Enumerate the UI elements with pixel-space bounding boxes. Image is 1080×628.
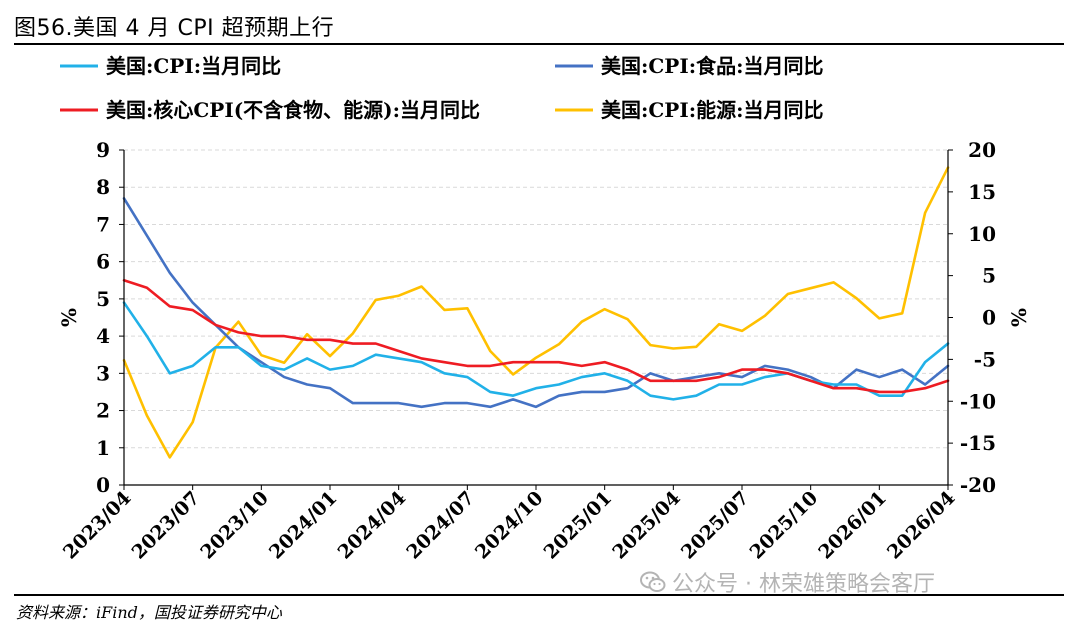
legend-label: 美国:CPI:当月同比	[106, 54, 281, 78]
right-tick-label: -15	[960, 431, 996, 455]
right-tick-label: 0	[982, 306, 996, 330]
x-tick-label: 2025/01	[540, 487, 617, 564]
x-tick-label: 2023/04	[59, 487, 136, 564]
right-tick-label: 5	[982, 264, 996, 288]
right-tick-label: 20	[968, 138, 996, 162]
watermark: 公众号 · 林荣雄策略会客厅	[640, 566, 935, 599]
legend: 美国:CPI:当月同比 美国:CPI:食品:当月同比美国:核心CPI(不含食物、能…	[60, 54, 823, 122]
left-tick-label: 5	[96, 287, 110, 311]
x-tick-label: 2023/10	[196, 487, 273, 564]
legend-label: 美国:核心CPI(不含食物、能源):当月同比	[106, 98, 480, 122]
x-tick-label: 2026/01	[814, 487, 891, 564]
right-tick-label: 10	[968, 222, 996, 246]
left-tick-label: 0	[96, 473, 110, 497]
legend-label: 美国:CPI:能源:当月同比	[601, 98, 823, 122]
x-tick-label: 2023/07	[128, 487, 205, 564]
left-tick-label: 1	[96, 436, 110, 460]
x-tick-label: 2025/07	[677, 487, 754, 564]
series-line	[122, 197, 950, 409]
left-tick-label: 9	[96, 138, 110, 162]
right-tick-label: -10	[960, 389, 996, 413]
left-tick-label: 8	[96, 175, 110, 199]
right-tick-label: 15	[968, 180, 996, 204]
x-tick-label: 2024/04	[334, 487, 411, 564]
left-tick-label: 7	[96, 212, 110, 236]
chart-title: 图56.美国 4 月 CPI 超预期上行	[14, 16, 335, 41]
x-tick-label: 2026/04	[883, 487, 960, 564]
watermark-text: 公众号 · 林荣雄策略会客厅	[672, 572, 935, 597]
left-tick-label: 2	[96, 399, 110, 423]
right-tick-label: -20	[960, 473, 996, 497]
x-tick-label: 2024/10	[471, 487, 548, 564]
x-tick-label: 2025/04	[608, 487, 685, 564]
right-tick-label: -5	[974, 347, 996, 371]
series-line	[122, 166, 950, 459]
series-line	[122, 278, 950, 394]
wechat-icon	[640, 571, 666, 599]
series-lines	[122, 166, 950, 459]
left-tick-label: 3	[96, 361, 110, 385]
title-divider	[14, 43, 1064, 45]
grid-lines	[124, 149, 948, 449]
left-tick-label: 6	[96, 250, 110, 274]
left-axis-unit: %	[57, 308, 81, 327]
legend-label: 美国:CPI:食品:当月同比	[601, 54, 823, 78]
x-tick-label: 2024/07	[402, 487, 479, 564]
source-note: 资料来源：iFind，国投证券研究中心	[16, 603, 282, 622]
x-tick-label: 2024/01	[265, 487, 342, 564]
right-axis-unit: %	[1007, 308, 1031, 327]
axes	[119, 149, 953, 490]
left-tick-label: 4	[96, 324, 110, 348]
footer-divider	[14, 594, 1064, 596]
x-tick-label: 2025/10	[746, 487, 823, 564]
